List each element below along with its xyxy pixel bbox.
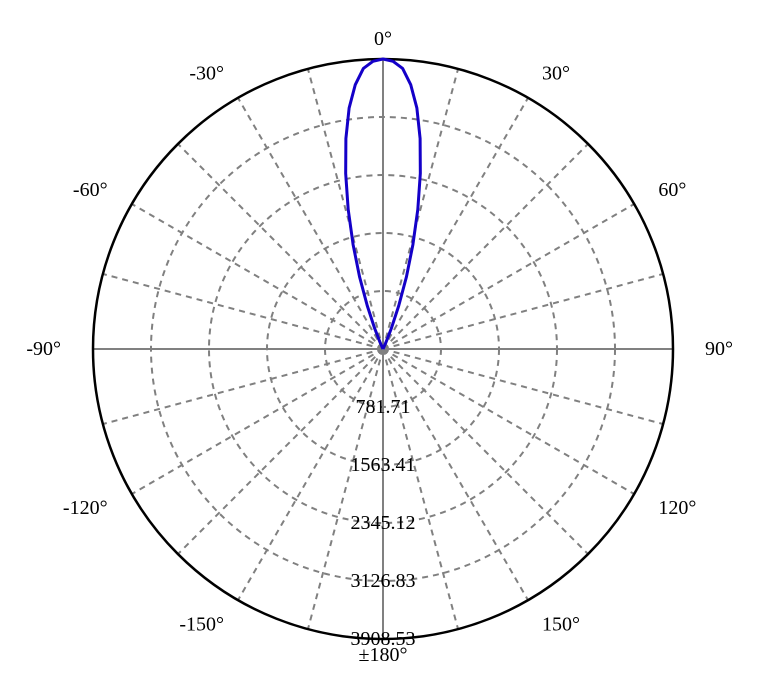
angle-label: 0°	[374, 28, 392, 50]
radial-label: 1563.41	[351, 454, 416, 476]
angle-label: -150°	[179, 613, 224, 635]
angle-label: 60°	[658, 179, 686, 201]
radial-label: 3126.83	[351, 570, 416, 592]
angle-label: ±180°	[359, 644, 408, 666]
polar-svg: 781.711563.412345.123126.833908.53±180°1…	[0, 0, 767, 698]
angle-label: 90°	[705, 338, 733, 360]
angle-label: 30°	[542, 63, 570, 85]
angle-label: 150°	[542, 613, 580, 635]
angle-label: -30°	[189, 63, 224, 85]
angle-label: 120°	[658, 497, 696, 519]
radial-label: 781.71	[356, 396, 411, 418]
radial-label: 2345.12	[351, 512, 416, 534]
angle-label: -60°	[73, 179, 108, 201]
angle-label: -90°	[26, 338, 61, 360]
polar-chart: 781.711563.412345.123126.833908.53±180°1…	[0, 0, 767, 698]
angle-label: -120°	[63, 497, 108, 519]
